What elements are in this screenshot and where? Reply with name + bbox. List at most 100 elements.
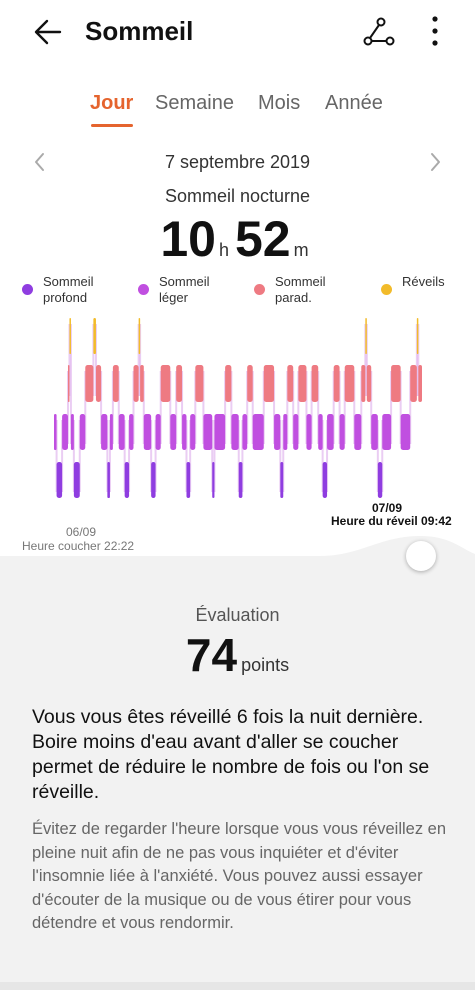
sleep-segment [182,414,187,450]
stage-transition [132,371,135,444]
stage-transition [365,324,368,396]
duration-hours: 10 [160,211,216,267]
stage-transition [364,324,367,396]
sleep-segment [195,365,204,402]
evaluation-message: Vous vous êtes réveillé 6 fois la nuit d… [32,706,430,803]
sleep-segment [69,318,71,354]
sleep-segment [186,462,191,498]
sleep-stage-chart[interactable] [0,310,475,550]
sleep-segment [160,365,171,402]
duration-hours-unit: h [218,240,229,260]
sleep-segment [416,318,419,354]
active-tab-indicator [91,124,133,127]
stage-transition [332,371,335,444]
sleep-segment [176,365,183,402]
stage-transition [237,420,240,492]
sleep-segment [212,462,215,498]
stage-transition [338,371,341,444]
sleep-segment [410,365,417,402]
stage-transition [415,324,418,396]
sleep-segment [339,414,345,450]
sleep-segment [327,414,334,450]
stage-transition [137,324,140,396]
sleep-segment [95,365,102,402]
sleep-segment [214,414,226,450]
stage-transition [246,371,249,444]
panel-curve [320,536,475,570]
stage-transition [128,420,131,492]
sleep-segment [70,414,74,450]
tab-semaine[interactable]: Semaine [155,92,234,114]
tab-annee[interactable]: Année [325,92,383,114]
stage-transition [409,371,412,444]
sleep-segment [73,462,80,498]
sleep-segment [263,365,275,402]
back-button[interactable] [30,14,66,50]
stage-transition [84,371,87,444]
sleep-segment [140,365,144,402]
chevron-right-icon [431,153,440,171]
sleep-segment [101,414,108,450]
legend-dot [254,284,265,295]
sleep-segment [118,414,125,450]
stage-transition [169,371,172,444]
stage-transition [370,371,373,444]
score-value: 74 [185,629,238,681]
sleep-segment [112,365,119,402]
bed-date-label: 06/09 [66,525,97,539]
stage-transition [185,420,188,492]
stage-transition [390,371,393,444]
previous-day-button[interactable] [28,150,52,174]
sleep-segment [252,414,264,450]
sleep-segment [231,414,239,450]
stage-transition [321,420,324,492]
stage-transition [117,371,120,444]
sleep-segment [344,365,355,402]
stage-transition [360,371,363,444]
stage-transition [241,420,244,492]
stage-transition [326,420,329,492]
sleep-chart-svg [54,318,422,498]
sleep-segment [365,318,367,354]
stage-transition [399,371,402,444]
sleep-segment [143,414,152,450]
stage-transition [230,371,233,444]
sleep-segment [151,462,156,498]
share-button[interactable] [361,14,397,50]
stage-transition [317,371,320,444]
legend-item-light: Sommeil léger [138,274,229,306]
app-header: Sommeil [0,0,475,64]
tab-jour[interactable]: Jour [90,92,134,114]
stage-transition [123,420,126,492]
sleep-type-label: Sommeil nocturne [164,186,311,206]
stage-transition [211,420,214,492]
tab-mois[interactable]: Mois [258,92,301,114]
sleep-segment [377,462,383,498]
stage-transition [194,371,197,444]
sleep-segment [67,365,70,402]
bed-time-label: Heure coucher 22:22 [22,539,135,553]
sleep-segment [242,414,248,450]
period-tabs: Jour Semaine Mois Année [0,92,475,132]
current-date: 7 septembre 2019 [164,152,311,172]
page-title: Sommeil [85,16,194,46]
sleep-segment [382,414,392,450]
sleep-segment [129,414,134,450]
next-day-button[interactable] [423,150,447,174]
duration-minutes-unit: m [293,240,309,260]
more-options-button[interactable] [420,12,450,52]
legend-dot [381,284,392,295]
sleep-duration: 10 h 52 m [0,210,475,268]
legend-label: Sommeil léger [159,274,210,305]
sleep-segment [298,365,307,402]
wake-date-label: 07/09 [372,501,403,515]
sleep-segment [274,414,281,450]
stage-transition [181,371,184,444]
arrow-left-icon [34,19,62,45]
timeline-slider-handle[interactable] [406,541,436,571]
bottom-edge [0,982,475,990]
sleep-segment [280,462,284,498]
legend-dot [138,284,149,295]
sleep-segment [400,414,411,450]
stage-transition [142,371,145,444]
